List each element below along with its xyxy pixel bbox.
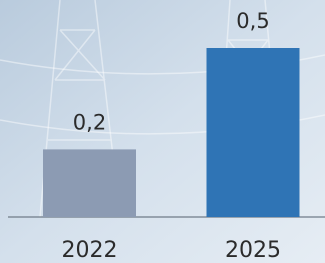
x-tick-label: 2022 xyxy=(62,238,118,263)
value-label: 0,2 xyxy=(73,110,106,134)
chart: 0,2 2022 0,5 2025 xyxy=(0,0,325,263)
bar xyxy=(207,48,300,217)
value-label: 0,5 xyxy=(236,9,269,33)
x-tick-label: 2025 xyxy=(225,238,281,263)
bar xyxy=(43,149,136,217)
